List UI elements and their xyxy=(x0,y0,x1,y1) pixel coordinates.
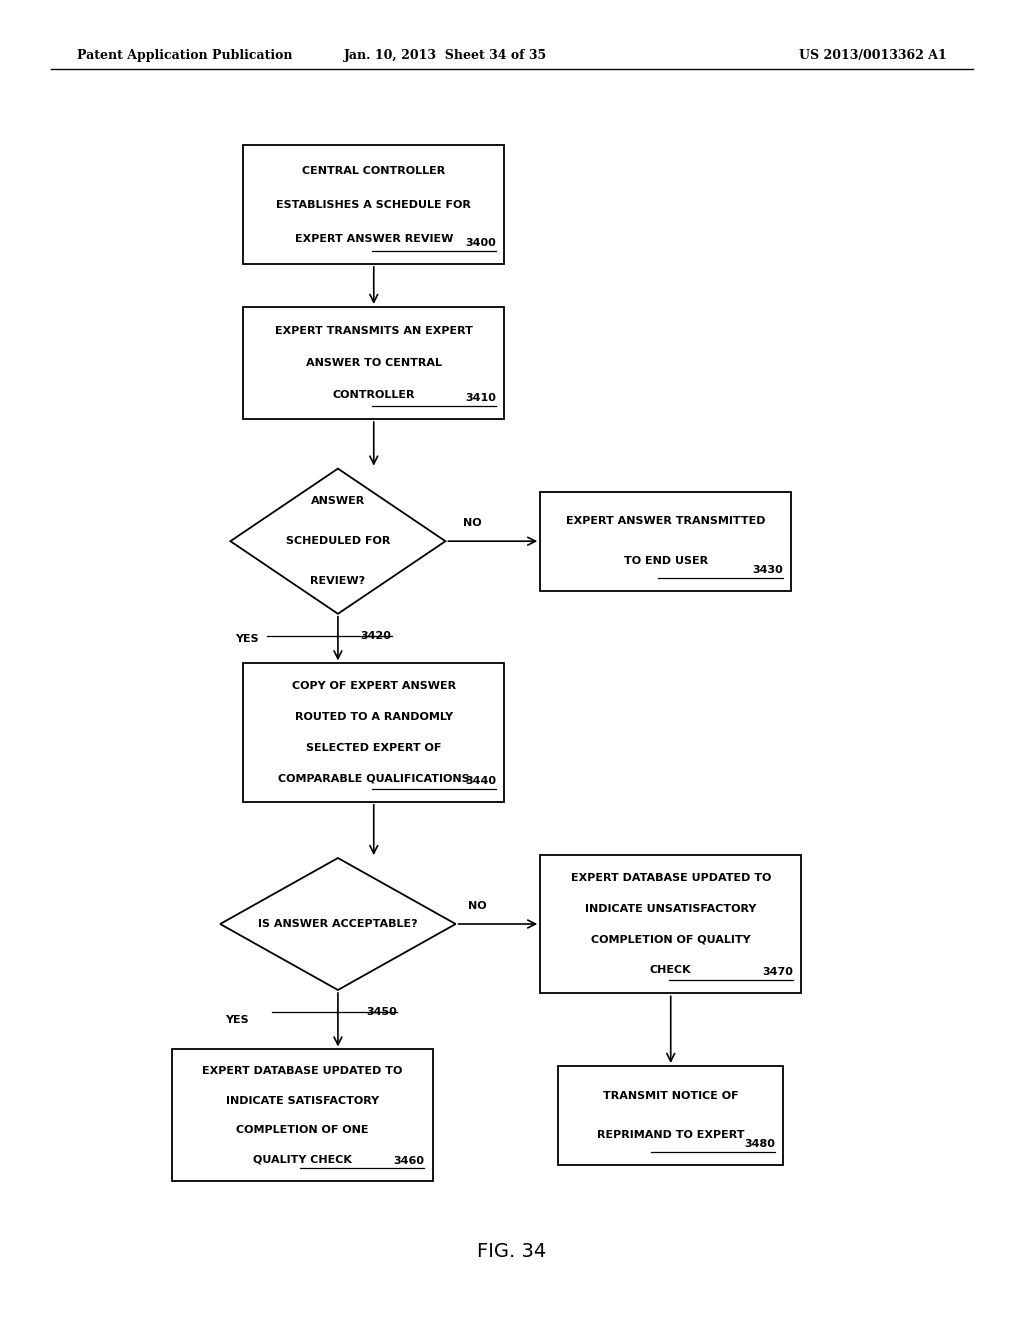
Text: ROUTED TO A RANDOMLY: ROUTED TO A RANDOMLY xyxy=(295,713,453,722)
Text: TO END USER: TO END USER xyxy=(624,556,708,566)
Text: CONTROLLER: CONTROLLER xyxy=(333,389,415,400)
Text: Jan. 10, 2013  Sheet 34 of 35: Jan. 10, 2013 Sheet 34 of 35 xyxy=(344,49,547,62)
Bar xyxy=(244,663,504,801)
Bar xyxy=(558,1067,783,1166)
Text: REPRIMAND TO EXPERT: REPRIMAND TO EXPERT xyxy=(597,1130,744,1140)
Text: ESTABLISHES A SCHEDULE FOR: ESTABLISHES A SCHEDULE FOR xyxy=(276,199,471,210)
Text: REVIEW?: REVIEW? xyxy=(310,576,366,586)
Text: 3450: 3450 xyxy=(366,1007,397,1018)
Text: FIG. 34: FIG. 34 xyxy=(477,1242,547,1261)
Bar xyxy=(541,855,802,993)
Text: INDICATE SATISFACTORY: INDICATE SATISFACTORY xyxy=(225,1096,379,1106)
Text: IS ANSWER ACCEPTABLE?: IS ANSWER ACCEPTABLE? xyxy=(258,919,418,929)
Polygon shape xyxy=(230,469,445,614)
Text: 3430: 3430 xyxy=(752,565,782,576)
Text: US 2013/0013362 A1: US 2013/0013362 A1 xyxy=(799,49,946,62)
Text: CENTRAL CONTROLLER: CENTRAL CONTROLLER xyxy=(302,165,445,176)
Text: QUALITY CHECK: QUALITY CHECK xyxy=(253,1155,351,1164)
Text: CHECK: CHECK xyxy=(650,965,691,975)
Text: ANSWER: ANSWER xyxy=(311,496,365,507)
Text: ANSWER TO CENTRAL: ANSWER TO CENTRAL xyxy=(306,358,441,368)
Text: 3460: 3460 xyxy=(393,1155,424,1166)
Text: EXPERT ANSWER TRANSMITTED: EXPERT ANSWER TRANSMITTED xyxy=(566,516,765,527)
Text: YES: YES xyxy=(236,634,259,644)
Text: EXPERT TRANSMITS AN EXPERT: EXPERT TRANSMITS AN EXPERT xyxy=(274,326,473,337)
Bar xyxy=(244,308,504,420)
Text: COPY OF EXPERT ANSWER: COPY OF EXPERT ANSWER xyxy=(292,681,456,692)
Text: EXPERT DATABASE UPDATED TO: EXPERT DATABASE UPDATED TO xyxy=(202,1067,402,1076)
Text: EXPERT ANSWER REVIEW: EXPERT ANSWER REVIEW xyxy=(295,234,453,244)
Bar xyxy=(244,145,504,264)
Text: 3420: 3420 xyxy=(360,631,391,642)
Bar xyxy=(171,1049,432,1181)
Text: 3470: 3470 xyxy=(762,968,793,977)
Text: YES: YES xyxy=(225,1015,249,1024)
Text: INDICATE UNSATISFACTORY: INDICATE UNSATISFACTORY xyxy=(585,904,757,913)
Text: EXPERT DATABASE UPDATED TO: EXPERT DATABASE UPDATED TO xyxy=(570,873,771,883)
Text: 3440: 3440 xyxy=(465,776,496,785)
Text: COMPARABLE QUALIFICATIONS: COMPARABLE QUALIFICATIONS xyxy=(278,774,470,784)
Text: 3400: 3400 xyxy=(465,238,496,248)
Polygon shape xyxy=(220,858,456,990)
Text: SCHEDULED FOR: SCHEDULED FOR xyxy=(286,536,390,546)
Text: COMPLETION OF ONE: COMPLETION OF ONE xyxy=(236,1125,369,1135)
Text: Patent Application Publication: Patent Application Publication xyxy=(77,49,292,62)
Text: NO: NO xyxy=(463,517,481,528)
Text: SELECTED EXPERT OF: SELECTED EXPERT OF xyxy=(306,743,441,752)
Text: 3480: 3480 xyxy=(744,1139,775,1148)
Text: TRANSMIT NOTICE OF: TRANSMIT NOTICE OF xyxy=(603,1090,738,1101)
Text: NO: NO xyxy=(468,900,486,911)
Bar xyxy=(541,492,792,591)
Text: 3410: 3410 xyxy=(465,393,496,404)
Text: COMPLETION OF QUALITY: COMPLETION OF QUALITY xyxy=(591,935,751,944)
